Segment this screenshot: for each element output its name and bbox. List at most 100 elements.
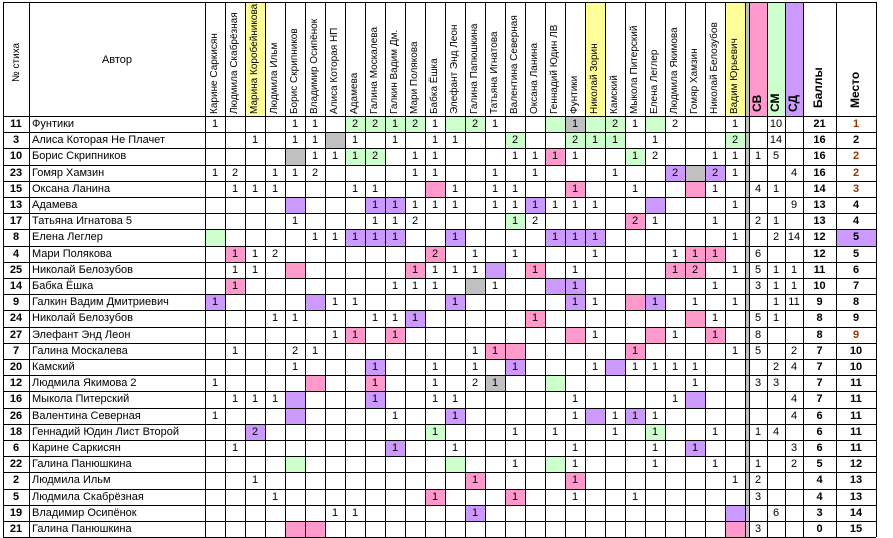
cell-sm: 5 [772, 150, 780, 163]
cell-score: 0 [816, 523, 823, 535]
vote-cell: 1 [611, 425, 619, 438]
header-author: Автор [101, 54, 133, 66]
vote-cell: 1 [511, 425, 519, 438]
vote-cell: 2 [271, 247, 279, 260]
row-author: Фунтики [32, 118, 75, 130]
vote-cell: 1 [391, 199, 399, 211]
vote-cell: 1 [711, 215, 719, 228]
vote-cell: 2 [251, 425, 259, 438]
vote-cell: 1 [291, 134, 299, 147]
vote-cell: 1 [251, 393, 259, 406]
vote-cell: 1 [571, 490, 579, 503]
cell-sm: 1 [772, 280, 780, 292]
cell-score: 7 [816, 377, 823, 390]
vote-cell: 1 [531, 150, 539, 163]
cell-sd: 11 [788, 296, 800, 309]
vote-cell: 1 [671, 263, 679, 276]
vote-cell: 1 [431, 118, 439, 130]
row-number: 8 [12, 231, 20, 244]
vote-cell: 1 [371, 312, 379, 325]
header-voter: Людмила Якимова [669, 27, 680, 114]
vote-cell: 1 [451, 409, 459, 422]
header-voter: Мари Полякова [409, 41, 420, 114]
header-voter: Галкин Вадим Дм. [389, 29, 400, 114]
cell-place: 2 [852, 150, 860, 163]
vote-cell: 1 [671, 361, 679, 373]
cell-score: 16 [813, 166, 826, 179]
header-voter: Фунтики [569, 75, 580, 114]
vote-cell: 1 [351, 328, 359, 341]
vote-cell: 1 [431, 150, 439, 163]
cell-score: 6 [816, 442, 823, 454]
vote-cell: 1 [671, 393, 679, 406]
vote-cell: 1 [591, 199, 599, 211]
cell-sd: 1 [790, 263, 798, 276]
vote-cell: 1 [271, 312, 279, 325]
vote-cell: 1 [431, 377, 439, 390]
cell-place: 15 [849, 523, 863, 535]
cell-score: 6 [816, 409, 823, 422]
cell-sm: 6 [772, 506, 780, 519]
row-author: Валентина Северная [32, 409, 141, 422]
cell-place: 3 [852, 182, 860, 195]
row-number: 2 [12, 474, 20, 487]
header-voter: Валентина Северная [509, 15, 520, 114]
vote-cell: 1 [491, 344, 499, 357]
cell-place: 2 [852, 134, 860, 147]
cell-sd: 4 [790, 166, 798, 179]
vote-cell: 2 [231, 166, 239, 179]
cell-score: 14 [813, 182, 826, 195]
vote-cell: 1 [651, 215, 659, 228]
vote-cell: 1 [531, 312, 539, 325]
cell-sv: 4 [754, 182, 762, 195]
vote-cell: 1 [251, 247, 259, 260]
vote-cell: 1 [231, 393, 239, 406]
vote-cell: 1 [431, 361, 439, 373]
header-voter: Адамева [349, 72, 360, 114]
vote-cell: 1 [711, 182, 719, 195]
header-sm: СМ [768, 93, 782, 112]
vote-cell: 2 [531, 215, 539, 228]
row-number: 19 [9, 506, 23, 519]
vote-cell: 1 [251, 134, 259, 147]
row-author: Мыкола Питерский [32, 393, 130, 406]
vote-cell: 1 [371, 377, 379, 390]
vote-cell: 1 [451, 134, 459, 147]
vote-cell: 1 [571, 458, 579, 471]
row-number: 9 [12, 296, 20, 309]
row-number: 14 [9, 280, 23, 292]
vote-cell: 1 [451, 231, 459, 244]
cell-sm: 14 [769, 134, 783, 147]
vote-cell: 1 [231, 182, 239, 195]
cell-score: 7 [816, 393, 823, 406]
cell-score: 3 [816, 506, 823, 519]
vote-cell: 2 [651, 150, 659, 163]
vote-cell: 1 [371, 215, 379, 228]
vote-cell: 1 [231, 442, 239, 454]
vote-cell: 1 [651, 134, 659, 147]
vote-cell: 1 [271, 182, 279, 195]
row-number: 11 [10, 118, 22, 130]
cell-place: 6 [852, 263, 860, 276]
vote-cell: 1 [451, 199, 459, 211]
vote-cell: 2 [351, 118, 359, 130]
vote-cell: 1 [371, 231, 379, 244]
vote-cell: 1 [351, 134, 359, 147]
vote-cell: 1 [711, 280, 719, 292]
cell-sm: 1 [772, 296, 780, 309]
vote-cell: 1 [451, 393, 459, 406]
vote-cell: 1 [511, 182, 519, 195]
cell-sv: 5 [754, 263, 762, 276]
row-author: Людмила Якимова 2 [32, 377, 137, 390]
row-number: 18 [9, 425, 23, 438]
vote-cell: 1 [391, 312, 399, 325]
vote-cell: 1 [711, 150, 719, 163]
vote-cell: 1 [391, 134, 399, 147]
vote-cell: 1 [431, 490, 439, 503]
row-author: Борис Скрипников [32, 150, 127, 163]
vote-cell: 1 [651, 296, 659, 309]
row-number: 27 [9, 328, 23, 341]
vote-cell: 1 [551, 199, 559, 211]
header-sv: СВ [750, 94, 764, 112]
vote-cell: 1 [251, 263, 259, 276]
